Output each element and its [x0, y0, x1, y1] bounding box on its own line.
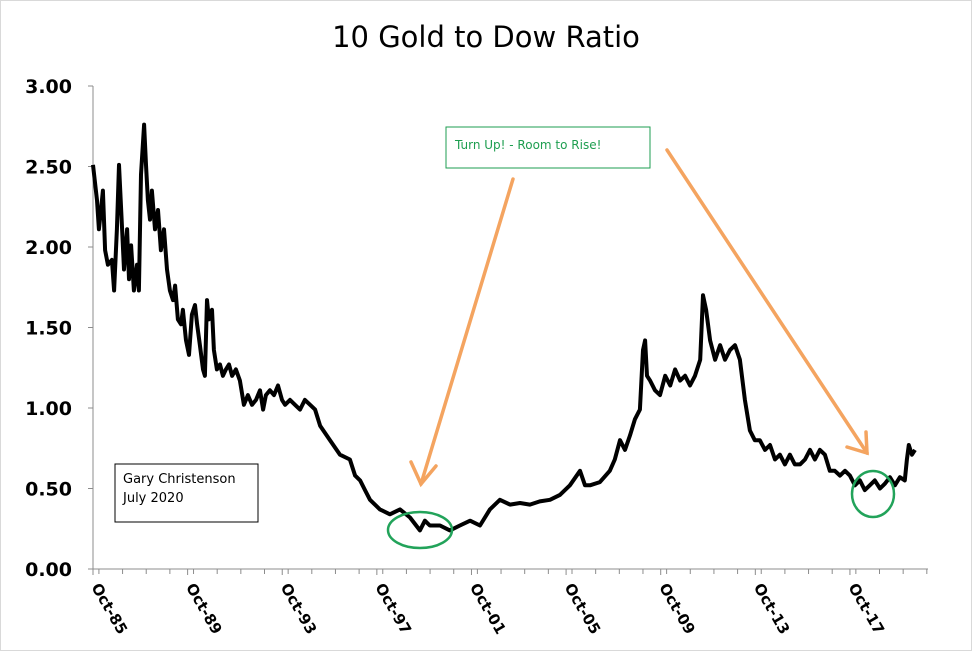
x-tick-label: Oct-85 [88, 580, 132, 637]
y-tick-label: 3.00 [25, 76, 72, 98]
y-tick-label: 0.50 [25, 479, 72, 501]
arrow-right [665, 148, 869, 456]
y-axis: 0.00 0.50 1.00 1.50 2.00 2.50 3.00 [25, 76, 94, 581]
y-tick-label: 0.00 [25, 559, 72, 581]
y-tick-label: 1.00 [25, 398, 72, 420]
x-tick-label: Oct-17 [844, 580, 888, 637]
series-line [91, 122, 917, 533]
x-tick-label: Oct-09 [655, 580, 699, 637]
callout-text: Turn Up! - Room to Rise! [454, 138, 601, 152]
author-date: July 2020 [122, 491, 184, 506]
arrow-left [409, 177, 515, 488]
x-axis: Oct-85 Oct-89 Oct-93 Oct-97 Oct-01 Oct-05 Oct-… [88, 568, 928, 637]
x-tick-label: Oct-13 [750, 580, 794, 637]
author-name: Gary Christenson [123, 472, 236, 487]
highlight-circle-2018 [850, 469, 896, 519]
x-tick-label: Oct-89 [182, 580, 226, 637]
y-tick-label: 1.50 [25, 318, 72, 340]
x-tick-label: Oct-97 [371, 580, 415, 637]
callout-box: Turn Up! - Room to Rise! [445, 126, 651, 169]
author-box: Gary Christenson July 2020 [114, 463, 259, 523]
x-tick-label: Oct-01 [466, 580, 510, 637]
highlight-circle-2000 [386, 510, 454, 550]
chart-title: 10 Gold to Dow Ratio [332, 20, 640, 54]
x-tick-label: Oct-93 [277, 580, 321, 637]
y-tick-label: 2.50 [25, 157, 72, 179]
y-tick-label: 2.00 [25, 237, 72, 259]
x-tick-label: Oct-05 [561, 580, 605, 637]
